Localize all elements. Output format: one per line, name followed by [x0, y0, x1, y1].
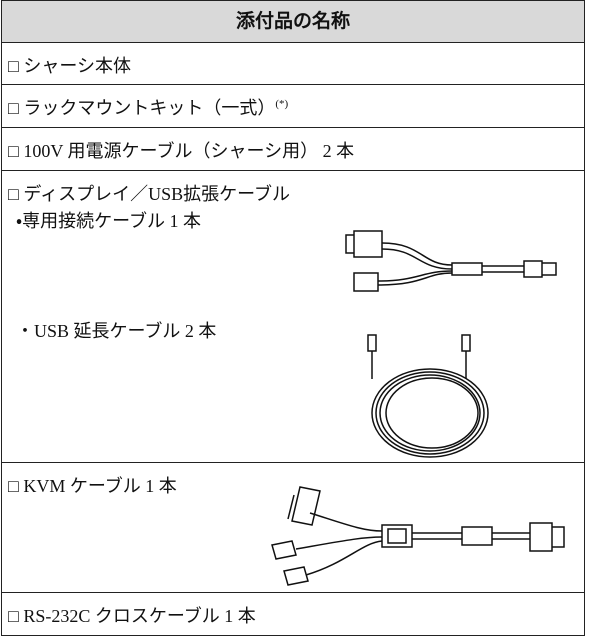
table-row: □ KVM ケーブル 1 本 — [1, 463, 585, 593]
row-label: □ シャーシ本体 — [8, 56, 132, 76]
sub-item: ・USB 延長ケーブル 2 本 — [16, 321, 217, 341]
table-row: □ RS-232C クロスケーブル 1 本 — [1, 593, 585, 636]
row-label: □ RS-232C クロスケーブル 1 本 — [8, 606, 256, 626]
sub-item: ・専用接続ケーブル 1 本 — [16, 211, 202, 231]
table-row: □ シャーシ本体 — [1, 43, 585, 85]
row-label-wrap: □ ラックマウントキット（一式）(*) — [8, 94, 288, 120]
kvm-cable-illustration — [271, 486, 565, 586]
row-label: □ 100V 用電源ケーブル（シャーシ用） 2 本 — [8, 141, 355, 161]
row-label: □ KVM ケーブル 1 本 — [8, 476, 177, 496]
table-row: □ ラックマウントキット（一式）(*) — [1, 85, 585, 128]
footnote-mark: (*) — [275, 98, 289, 110]
special-cable-illustration — [345, 230, 557, 292]
table-header: 添付品の名称 — [1, 0, 585, 43]
table-row: □ ディスプレイ／USB拡張ケーブル ・専用接続ケーブル 1 本 ・USB 延長… — [1, 171, 585, 463]
row-label: □ ラックマウントキット（一式） — [8, 98, 276, 118]
table-row: □ 100V 用電源ケーブル（シャーシ用） 2 本 — [1, 128, 585, 171]
row-label: □ ディスプレイ／USB拡張ケーブル — [8, 184, 291, 204]
usb-cable-illustration — [367, 334, 489, 458]
